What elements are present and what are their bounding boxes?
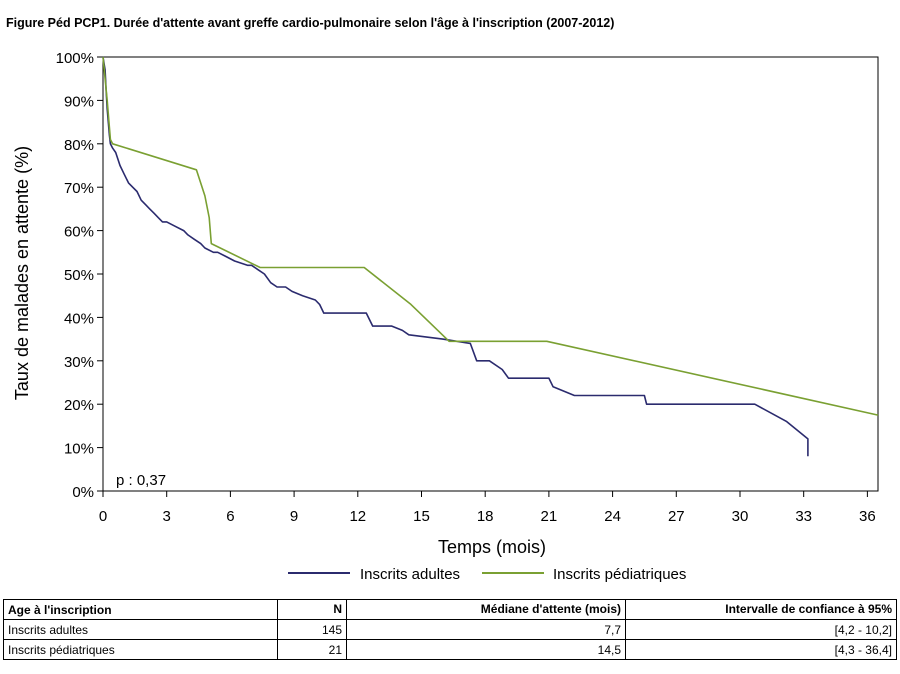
x-tick-label: 9 bbox=[290, 508, 298, 525]
y-tick-label: 80% bbox=[64, 137, 94, 154]
y-tick-label: 10% bbox=[64, 441, 94, 458]
x-tick-label: 30 bbox=[732, 508, 749, 525]
row-median: 7,7 bbox=[346, 619, 626, 640]
y-tick-label: 20% bbox=[64, 397, 94, 414]
x-tick-label: 33 bbox=[795, 508, 812, 525]
table-row: Inscrits pédiatriques 21 14,5 [4,3 - 36,… bbox=[3, 639, 897, 660]
header-group: Age à l'inscription bbox=[3, 599, 278, 620]
y-axis-label: Taux de malades en attente (%) bbox=[12, 146, 32, 400]
table-row: Inscrits adultes 145 7,7 [4,2 - 10,2] bbox=[3, 619, 897, 640]
x-tick-label: 21 bbox=[541, 508, 558, 525]
survival-chart: 0%10%20%30%40%50%60%70%80%90%100% 0 3 6 9 12… bbox=[12, 50, 879, 583]
x-tick-label: 6 bbox=[226, 508, 234, 525]
row-group: Inscrits pédiatriques bbox=[3, 639, 278, 660]
x-tick-label: 27 bbox=[668, 508, 685, 525]
legend-label-adultes: Inscrits adultes bbox=[360, 566, 460, 583]
header-ci: Intervalle de confiance à 95% bbox=[625, 599, 897, 620]
y-tick-label: 90% bbox=[64, 93, 94, 110]
series-line-adultes bbox=[102, 56, 809, 457]
row-ci: [4,2 - 10,2] bbox=[625, 619, 897, 640]
row-ci: [4,3 - 36,4] bbox=[625, 639, 897, 660]
x-axis-label: Temps (mois) bbox=[438, 537, 546, 557]
row-n: 21 bbox=[277, 639, 347, 660]
x-tick-label: 12 bbox=[349, 508, 366, 525]
x-tick-label: 0 bbox=[99, 508, 107, 525]
plot-frame bbox=[102, 56, 879, 492]
y-tick-label: 60% bbox=[64, 224, 94, 241]
x-tick-label: 24 bbox=[604, 508, 621, 525]
header-n: N bbox=[277, 599, 347, 620]
x-tick-label: 3 bbox=[163, 508, 171, 525]
x-tick-label: 36 bbox=[859, 508, 876, 525]
y-tick-label: 40% bbox=[64, 310, 94, 327]
stats-table: Age à l'inscription N Médiane d'attente … bbox=[3, 599, 897, 660]
series-line-pediatriques bbox=[102, 56, 879, 416]
row-group: Inscrits adultes bbox=[3, 619, 278, 640]
y-tick-label: 0% bbox=[72, 484, 94, 501]
p-value-annotation: p : 0,37 bbox=[116, 472, 166, 489]
x-tick-label: 15 bbox=[413, 508, 430, 525]
header-median: Médiane d'attente (mois) bbox=[346, 599, 626, 620]
x-tick-label: 18 bbox=[477, 508, 494, 525]
legend: Inscrits adultes Inscrits pédiatriques bbox=[288, 566, 686, 583]
y-tick-label: 50% bbox=[64, 267, 94, 284]
row-median: 14,5 bbox=[346, 639, 626, 660]
y-axis: 0% 10% 20% 30% 40% 50% 60% 70% 80% 90% 100% bbox=[56, 50, 103, 501]
legend-label-pediatriques: Inscrits pédiatriques bbox=[553, 566, 686, 583]
row-n: 145 bbox=[277, 619, 347, 640]
x-axis: 0 3 6 9 12 15 18 21 24 27 30 33 36 bbox=[99, 491, 876, 525]
series-lines bbox=[102, 56, 879, 457]
y-tick-label: 70% bbox=[64, 180, 94, 197]
figure-title: Figure Péd PCP1. Durée d'attente avant g… bbox=[6, 16, 615, 30]
stats-header-row: Age à l'inscription N Médiane d'attente … bbox=[3, 599, 897, 620]
y-tick-label: 100% bbox=[56, 50, 94, 67]
y-tick-label: 30% bbox=[64, 354, 94, 371]
